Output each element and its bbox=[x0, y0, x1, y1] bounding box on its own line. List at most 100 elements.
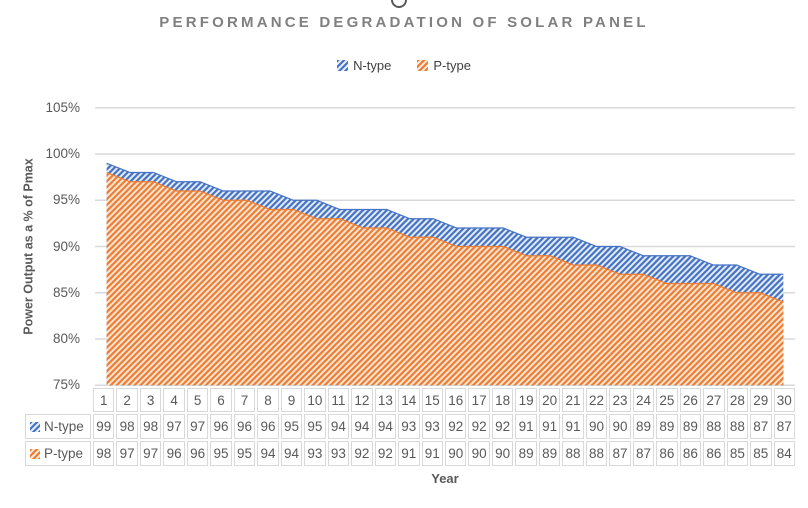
table-cell: 91 bbox=[515, 414, 537, 439]
cutoff-ring-glyph bbox=[391, 0, 407, 8]
table-cell: 96 bbox=[186, 441, 209, 466]
table-cell: 92 bbox=[351, 441, 373, 466]
year-header-cell: 16 bbox=[445, 388, 467, 412]
table-cell: 90 bbox=[468, 441, 490, 466]
table-row-label-text: P-type bbox=[44, 446, 84, 461]
table-cell: 91 bbox=[398, 441, 420, 466]
year-header-cell: 10 bbox=[304, 388, 326, 412]
year-header-cell: 23 bbox=[609, 388, 631, 412]
table-cell: 96 bbox=[163, 441, 185, 466]
year-header-cell: 29 bbox=[750, 388, 772, 412]
table-corner-spacer bbox=[25, 388, 91, 412]
table-row-label-p-type: P-type bbox=[25, 441, 91, 466]
year-header-cell: 25 bbox=[656, 388, 678, 412]
table-cell: 97 bbox=[116, 441, 138, 466]
chart-legend: N-type P-type bbox=[0, 58, 808, 73]
year-header-cell: 27 bbox=[703, 388, 725, 412]
year-header-cell: 12 bbox=[351, 388, 373, 412]
legend-label-p-type: P-type bbox=[433, 58, 471, 73]
n-type-swatch-icon bbox=[30, 421, 40, 432]
table-cell: 96 bbox=[257, 414, 279, 439]
table-cell: 89 bbox=[538, 441, 561, 466]
table-cell: 88 bbox=[562, 441, 584, 466]
p-type-top-edge bbox=[106, 171, 784, 303]
table-cell: 88 bbox=[703, 414, 725, 439]
year-header-cell: 18 bbox=[491, 388, 514, 412]
y-tick-label: 100% bbox=[45, 146, 80, 161]
year-header-cell: 28 bbox=[726, 388, 749, 412]
table-cell: 94 bbox=[327, 414, 350, 439]
table-cell: 86 bbox=[703, 441, 725, 466]
p-type-area bbox=[106, 172, 784, 386]
year-header-cell: 14 bbox=[398, 388, 420, 412]
table-cell: 95 bbox=[210, 441, 232, 466]
table-cell: 85 bbox=[750, 441, 772, 466]
table-cell: 93 bbox=[327, 441, 350, 466]
table-cell: 93 bbox=[421, 414, 443, 439]
table-cell: 87 bbox=[632, 441, 655, 466]
year-header-cell: 6 bbox=[210, 388, 232, 412]
table-cell: 87 bbox=[773, 414, 795, 439]
year-header-cell: 1 bbox=[93, 388, 115, 412]
table-cell: 87 bbox=[750, 414, 772, 439]
table-cell: 88 bbox=[726, 414, 749, 439]
year-header-cell: 4 bbox=[163, 388, 185, 412]
table-cell: 96 bbox=[210, 414, 232, 439]
table-cell: 92 bbox=[445, 414, 467, 439]
year-header-cell: 3 bbox=[139, 388, 162, 412]
chart-title: PERFORMANCE DEGRADATION OF SOLAR PANEL bbox=[159, 14, 649, 31]
table-cell: 90 bbox=[585, 414, 608, 439]
table-row-label-text: N-type bbox=[44, 419, 84, 434]
table-cell: 88 bbox=[585, 441, 608, 466]
y-tick-label: 105% bbox=[45, 99, 80, 115]
legend-item-p-type: P-type bbox=[417, 58, 471, 73]
year-header-cell: 2 bbox=[116, 388, 138, 412]
table-cell: 89 bbox=[632, 414, 655, 439]
table-cell: 84 bbox=[773, 441, 795, 466]
table-cell: 92 bbox=[491, 414, 514, 439]
table-cell: 89 bbox=[656, 414, 678, 439]
table-cell: 86 bbox=[679, 441, 702, 466]
table-cell: 99 bbox=[93, 414, 115, 439]
year-header-cell: 8 bbox=[257, 388, 279, 412]
year-header-cell: 9 bbox=[280, 388, 303, 412]
table-cell: 92 bbox=[374, 441, 397, 466]
year-header-cell: 22 bbox=[585, 388, 608, 412]
legend-label-n-type: N-type bbox=[353, 58, 392, 73]
year-header-cell: 7 bbox=[233, 388, 256, 412]
year-header-cell: 11 bbox=[327, 388, 350, 412]
table-cell: 86 bbox=[656, 441, 678, 466]
n-type-top-edge bbox=[106, 162, 784, 275]
year-header-cell: 26 bbox=[679, 388, 702, 412]
table-cell: 89 bbox=[679, 414, 702, 439]
table-row-label-n-type: N-type bbox=[25, 414, 91, 439]
year-header-cell: 19 bbox=[515, 388, 537, 412]
table-cell: 89 bbox=[515, 441, 537, 466]
table-cell: 92 bbox=[468, 414, 490, 439]
table-cell: 96 bbox=[233, 414, 256, 439]
table-cell: 91 bbox=[538, 414, 561, 439]
year-header-cell: 30 bbox=[773, 388, 795, 412]
table-cell: 94 bbox=[257, 441, 279, 466]
year-header-cell: 17 bbox=[468, 388, 490, 412]
year-header-cell: 24 bbox=[632, 388, 655, 412]
p-type-swatch-icon bbox=[417, 60, 429, 71]
legend-item-n-type: N-type bbox=[337, 58, 391, 73]
p-type-swatch-icon bbox=[30, 448, 40, 459]
table-cell: 93 bbox=[398, 414, 420, 439]
year-header-cell: 5 bbox=[186, 388, 209, 412]
table-cell: 90 bbox=[445, 441, 467, 466]
table-cell: 98 bbox=[139, 414, 162, 439]
table-cell: 93 bbox=[304, 441, 326, 466]
chart-data-table: 1 2 3 4 5 6 7 8 9 10 11 12 13 14 15 16 17 18 19 20 21 22 23 24 2… bbox=[25, 388, 795, 466]
year-header-cell: 21 bbox=[562, 388, 584, 412]
year-header-cell: 20 bbox=[538, 388, 561, 412]
table-cell: 94 bbox=[280, 441, 303, 466]
year-header-cell: 15 bbox=[421, 388, 443, 412]
y-tick-label: 95% bbox=[52, 192, 80, 208]
y-tick-label: 75% bbox=[52, 377, 80, 393]
table-cell: 87 bbox=[609, 441, 631, 466]
table-cell: 97 bbox=[139, 441, 162, 466]
plot-area bbox=[95, 107, 795, 386]
